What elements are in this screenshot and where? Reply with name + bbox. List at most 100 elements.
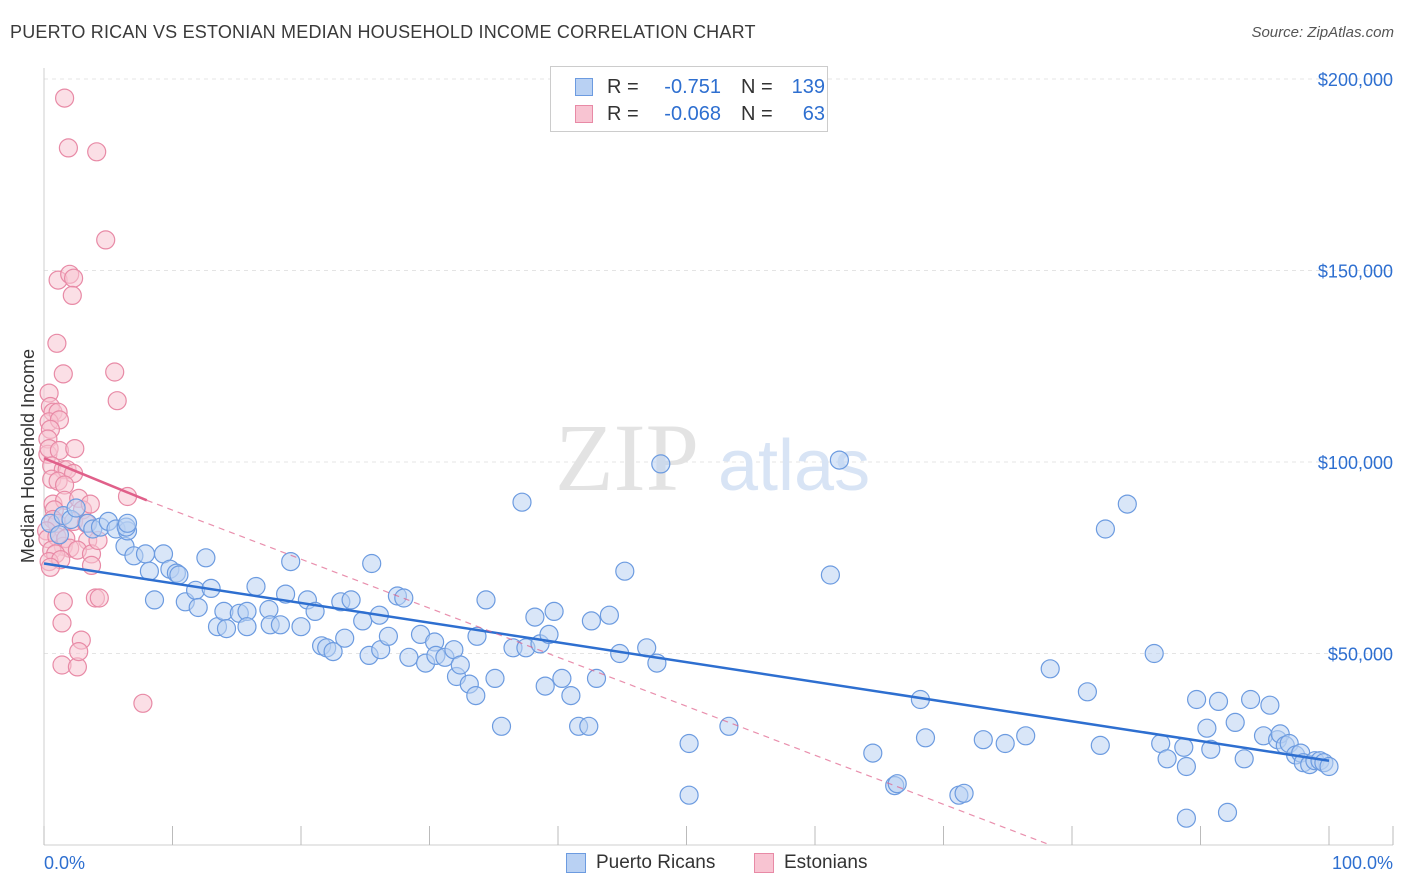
- puerto-rican-point: [829, 450, 850, 470]
- puerto-ricans-trendline: [43, 562, 1330, 762]
- estonian-point: [69, 641, 89, 662]
- estonians-trendline: [43, 457, 148, 502]
- puerto-rican-point: [237, 617, 257, 637]
- puerto-rican-point: [512, 492, 532, 512]
- estonian-point: [54, 88, 75, 108]
- legend-label-estonians: Estonians: [784, 852, 868, 873]
- puerto-rican-point: [394, 588, 414, 608]
- puerto-rican-point: [954, 783, 974, 803]
- puerto-rican-point: [1197, 718, 1217, 738]
- puerto-rican-point: [561, 685, 581, 706]
- puerto-rican-point: [1040, 659, 1060, 679]
- bottom-legend-estonians: Estonians: [754, 852, 867, 874]
- y-tick-label: $100,000: [1318, 453, 1393, 473]
- puerto-rican-point: [117, 513, 138, 533]
- estonian-point: [63, 268, 84, 288]
- puerto-rican-point: [535, 676, 555, 696]
- puerto-rican-point: [915, 728, 936, 748]
- puerto-rican-point: [246, 576, 266, 597]
- watermark: ZIP atlas: [555, 404, 870, 511]
- blue-swatch: [575, 78, 593, 96]
- puerto-rican-point: [1208, 691, 1229, 712]
- puerto-rican-point: [1117, 494, 1137, 514]
- estonian-point: [133, 693, 153, 713]
- puerto-rican-point: [581, 611, 602, 631]
- y-tick-label: $150,000: [1318, 262, 1393, 282]
- puerto-rican-point: [323, 641, 343, 662]
- legend-label-puerto-ricans: Puerto Ricans: [596, 852, 716, 873]
- estonian-point: [47, 333, 67, 353]
- pink-swatch: [575, 105, 593, 123]
- puerto-rican-point: [216, 618, 237, 639]
- puerto-rican-point: [1319, 756, 1339, 777]
- puerto-ricans-points: [40, 450, 1339, 828]
- n-label: N =: [741, 75, 773, 98]
- puerto-rican-point: [1260, 695, 1280, 715]
- puerto-rican-point: [485, 668, 505, 689]
- puerto-rican-point: [135, 544, 156, 564]
- puerto-rican-point: [863, 743, 883, 763]
- y-tick-label: $50,000: [1328, 645, 1393, 665]
- r-value: -0.068: [664, 102, 721, 125]
- puerto-rican-point: [525, 607, 545, 627]
- estonian-point: [52, 613, 72, 633]
- puerto-rican-point: [335, 628, 355, 648]
- legend-row-estonians: R = -0.068 N = 63: [575, 101, 825, 127]
- gridlines: [44, 78, 1393, 654]
- puerto-rican-point: [651, 454, 671, 474]
- puerto-rican-point: [1217, 802, 1238, 823]
- puerto-rican-point: [270, 615, 290, 635]
- x-tick-label-max: 100.0%: [1332, 853, 1393, 873]
- pink-swatch: [754, 853, 774, 873]
- correlation-legend: R = -0.751 N = 139 R = -0.068 N = 63: [550, 66, 828, 132]
- puerto-rican-point: [1240, 689, 1261, 710]
- puerto-rican-point: [679, 785, 699, 805]
- puerto-rican-point: [450, 655, 470, 675]
- chart-title: PUERTO RICAN VS ESTONIAN MEDIAN HOUSEHOL…: [10, 22, 756, 42]
- estonian-point: [58, 138, 79, 158]
- puerto-rican-point: [1157, 749, 1177, 769]
- puerto-rican-point: [1095, 519, 1116, 539]
- source-label: Source: ZipAtlas.com: [1251, 24, 1394, 41]
- puerto-rican-point: [1176, 808, 1197, 828]
- puerto-rican-point: [1201, 739, 1221, 759]
- estonian-point: [40, 557, 61, 577]
- estonian-point: [96, 230, 116, 250]
- puerto-rican-point: [679, 733, 699, 754]
- puerto-rican-point: [1176, 756, 1197, 777]
- estonians-points: [36, 88, 153, 713]
- puerto-rican-point: [539, 624, 559, 645]
- puerto-rican-point: [188, 597, 208, 618]
- estonian-point: [89, 588, 109, 608]
- puerto-rican-point: [973, 730, 993, 750]
- puerto-rican-point: [586, 668, 607, 689]
- puerto-rican-point: [552, 668, 572, 689]
- y-tick-label: $200,000: [1318, 70, 1393, 90]
- puerto-rican-point: [66, 498, 86, 518]
- legend-row-puerto-ricans: R = -0.751 N = 139: [575, 74, 825, 100]
- puerto-rican-point: [491, 716, 512, 736]
- puerto-rican-point: [49, 525, 70, 545]
- n-label: N =: [741, 102, 773, 125]
- puerto-rican-point: [544, 601, 564, 622]
- puerto-rican-point: [820, 565, 841, 585]
- watermark-atlas: atlas: [718, 426, 870, 506]
- blue-swatch: [566, 853, 586, 873]
- puerto-rican-point: [466, 685, 486, 706]
- puerto-rican-point: [1144, 643, 1164, 664]
- x-tick-label-min: 0.0%: [44, 853, 85, 873]
- puerto-rican-point: [476, 590, 496, 610]
- estonian-point: [87, 142, 107, 162]
- puerto-rican-point: [1186, 689, 1207, 710]
- bottom-legend-puerto-ricans: Puerto Ricans: [566, 852, 715, 874]
- puerto-rican-point: [378, 626, 398, 646]
- watermark-zip: ZIP: [555, 404, 699, 511]
- puerto-rican-point: [1077, 682, 1098, 702]
- n-value: 63: [802, 102, 825, 125]
- puerto-rican-point: [362, 553, 382, 574]
- trendlines: [43, 457, 1330, 846]
- puerto-rican-point: [399, 647, 419, 667]
- puerto-rican-point: [291, 617, 311, 637]
- r-label: R =: [607, 75, 639, 98]
